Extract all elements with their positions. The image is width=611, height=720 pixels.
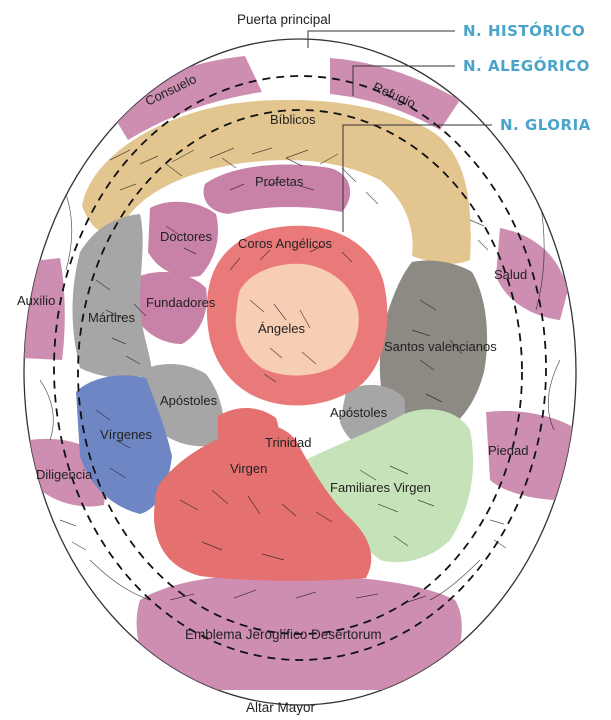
leader-alegorico xyxy=(352,65,455,96)
label-apostoles-right: Apóstoles xyxy=(330,405,388,420)
label-entrance: Puerta principal xyxy=(237,12,331,27)
region-refugio xyxy=(330,58,460,130)
region-martires xyxy=(72,214,152,378)
label-piedad: Piedad xyxy=(488,443,528,458)
leader-historico xyxy=(307,30,455,48)
label-apostoles-left: Apóstoles xyxy=(160,393,218,408)
region-emblema xyxy=(136,574,462,690)
legend-gloria: N. GLORIA xyxy=(500,116,591,134)
region-profetas xyxy=(203,164,351,214)
label-trinidad: Trinidad xyxy=(265,435,311,450)
label-angeles: Ángeles xyxy=(258,321,305,336)
label-coros: Coros Angélicos xyxy=(238,236,332,251)
label-altar: Altar Mayor xyxy=(246,700,316,715)
region-doctores xyxy=(148,201,219,277)
label-virgenes: Vírgenes xyxy=(100,427,153,442)
legend-alegorico: N. ALEGÓRICO xyxy=(463,56,590,75)
historico-band xyxy=(24,56,576,690)
dashed-ring-outer xyxy=(53,75,547,661)
label-diligencia: Diligencia xyxy=(36,467,93,482)
region-fundadores xyxy=(134,272,207,344)
region-trinidad xyxy=(218,407,279,462)
label-auxilio: Auxilio xyxy=(17,293,55,308)
region-santos xyxy=(379,260,488,430)
label-emblema: Emblema Jeroglífico Desertorum xyxy=(185,627,382,642)
label-virgen: Virgen xyxy=(230,461,267,476)
label-salud: Salud xyxy=(494,267,527,282)
region-virgen xyxy=(154,424,372,581)
region-piedad xyxy=(486,410,576,501)
label-fundadores: Fundadores xyxy=(146,295,216,310)
region-angeles xyxy=(235,263,359,376)
label-biblicos: Bíblicos xyxy=(270,112,316,127)
legend-historico: N. HISTÓRICO xyxy=(463,21,585,40)
region-biblicos xyxy=(82,99,471,264)
leader-gloria xyxy=(342,124,492,232)
label-santos: Santos valencianos xyxy=(384,339,497,354)
figure-sketch xyxy=(39,147,561,603)
region-consuelo xyxy=(110,56,262,140)
dashed-ring-inner xyxy=(77,109,523,635)
label-familiares: Familiares Virgen xyxy=(330,480,431,495)
label-doctores: Doctores xyxy=(160,229,213,244)
label-martires: Mártires xyxy=(88,310,135,325)
label-profetas: Profetas xyxy=(255,174,304,189)
